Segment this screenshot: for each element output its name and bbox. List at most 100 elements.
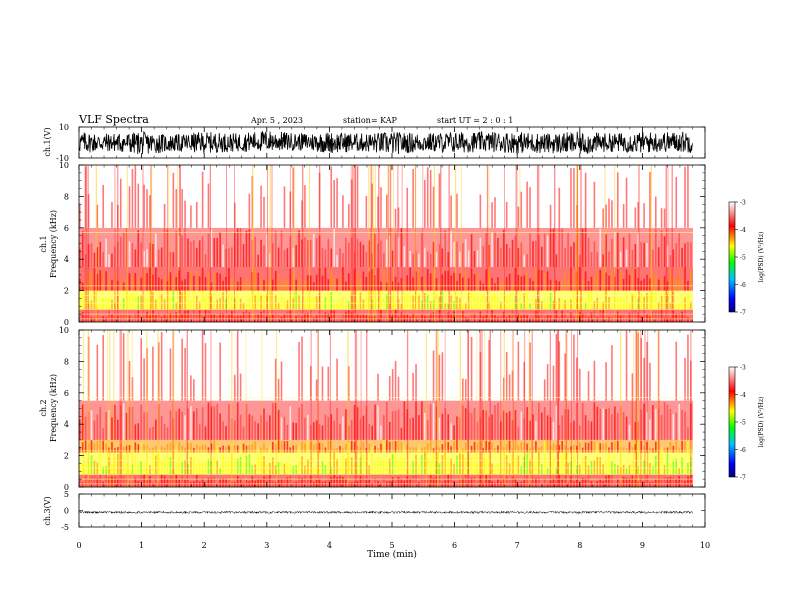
spectrogram-speckle	[210, 228, 213, 268]
spectrogram-speckle	[157, 342, 160, 401]
spectrogram-speckle	[564, 475, 566, 487]
spectrogram-speckle	[473, 202, 476, 228]
spectrogram-speckle	[581, 181, 584, 228]
spectrogram-speckle	[102, 481, 104, 487]
spectrogram-speckle	[514, 267, 517, 291]
spectrogram-speckle	[634, 422, 637, 440]
spectrogram-speckle	[90, 476, 93, 487]
spectrogram-speckle	[654, 274, 657, 291]
spectrogram-speckle	[535, 441, 537, 453]
spectrogram-speckle	[529, 187, 531, 228]
spectrogram-speckle	[479, 297, 482, 310]
spectrogram-speckle	[304, 185, 306, 228]
spectrogram-speckle	[327, 239, 330, 268]
spectrogram-speckle	[654, 479, 657, 487]
spectrogram-speckle	[687, 462, 689, 475]
spectrogram-speckle	[84, 276, 87, 291]
spectrogram-speckle	[175, 230, 178, 268]
date-label: Apr. 5 , 2023	[250, 116, 303, 125]
spectrogram-speckle	[128, 482, 131, 487]
spectrogram-speckle	[216, 445, 219, 453]
spectrogram-speckle	[283, 249, 286, 268]
spectrogram-speckle	[660, 414, 663, 440]
spectrogram-speckle	[476, 273, 479, 291]
spectrogram-speckle	[473, 274, 476, 291]
y-tick-label: 0	[64, 483, 69, 492]
spectrogram-speckle	[96, 247, 99, 268]
x-tick-label: 4	[327, 541, 332, 550]
spectrogram-speckle	[432, 269, 435, 291]
spectrogram-speckle	[263, 279, 265, 291]
spectrogram-speckle	[657, 310, 660, 322]
spectrogram-speckle	[418, 295, 420, 310]
spectrogram-speckle	[421, 232, 423, 268]
spectrogram-speckle	[277, 479, 280, 487]
spectrogram-speckle	[283, 279, 286, 291]
spectrogram-speckle	[380, 291, 382, 310]
spectrogram-speckle	[386, 294, 388, 310]
spectrogram-speckle	[333, 228, 335, 268]
spectrogram-speckle	[669, 302, 672, 310]
x-tick-label: 7	[515, 541, 520, 550]
spectrogram-speckle	[640, 241, 642, 268]
spectrogram-speckle	[625, 177, 628, 228]
spectrogram-speckle	[347, 301, 350, 310]
spectrogram-speckle	[377, 243, 379, 268]
spectrogram-speckle	[570, 167, 572, 228]
spectrogram-speckle	[345, 444, 347, 453]
spectrogram-speckle	[473, 407, 476, 440]
spectrogram-speckle	[529, 303, 531, 310]
spectrogram-speckle	[482, 459, 485, 475]
spectrogram-speckle	[157, 277, 160, 291]
spectrogram-speckle	[611, 414, 613, 440]
y-tick-label: 8	[64, 192, 69, 201]
spectrogram-speckle	[149, 243, 151, 268]
spectrogram-speckle	[684, 310, 686, 322]
spectrogram-speckle	[347, 443, 350, 453]
colorbar-ch1-gradient	[728, 201, 736, 313]
spectrogram-speckle	[684, 243, 686, 268]
spectrogram-speckle	[464, 201, 467, 228]
spectrogram-speckle	[494, 231, 496, 268]
spectrogram-speckle	[666, 200, 669, 228]
spectrogram-speckle	[359, 447, 362, 453]
spectrogram-speckle	[213, 187, 216, 228]
spectrogram-speckle	[301, 336, 303, 401]
spectrogram-speckle	[406, 314, 409, 322]
spectrogram-speckle	[204, 188, 207, 228]
spectrogram-speckle	[657, 302, 660, 310]
spectrogram-speckle	[546, 482, 549, 487]
spectrogram-speckle	[654, 311, 657, 322]
spectrogram-speckle	[511, 283, 514, 291]
x-tick-label: 1	[139, 541, 144, 550]
spectrogram-speckle	[628, 274, 631, 291]
spectrogram-speckle	[388, 207, 391, 228]
spectrogram-speckle	[619, 269, 622, 291]
spectrogram-speckle	[491, 277, 493, 291]
spectrogram-speckle	[292, 248, 295, 268]
spectrogram-speckle	[190, 457, 192, 475]
spectrogram-speckle	[643, 357, 645, 401]
spectrogram-speckle	[362, 244, 365, 268]
spectrogram-speckle	[587, 442, 590, 453]
spectrogram-speckle	[260, 447, 262, 453]
spectrogram-speckle	[438, 283, 441, 291]
spectrogram-speckle	[549, 204, 552, 228]
spectrogram-speckle	[687, 476, 689, 487]
spectrogram-speckle	[81, 191, 84, 228]
spectrogram-speckle	[239, 183, 242, 228]
spectrogram-speckle	[84, 291, 87, 310]
spectrogram-speckle	[663, 317, 666, 322]
spectrogram-speckle	[596, 316, 599, 322]
spectrogram-speckle	[271, 302, 274, 310]
spectrogram-speckle	[222, 445, 224, 453]
spectrogram-speckle	[315, 480, 318, 487]
spectrogram-speckle	[643, 309, 645, 322]
spectrogram-speckle	[122, 447, 125, 453]
spectrogram-speckle	[552, 454, 555, 475]
spectrogram-speckle	[441, 413, 444, 440]
spectrogram-speckle	[681, 278, 683, 291]
spectrogram-speckle	[608, 475, 610, 487]
spectrogram-speckle	[687, 441, 689, 453]
spectrogram-speckle	[616, 478, 619, 487]
